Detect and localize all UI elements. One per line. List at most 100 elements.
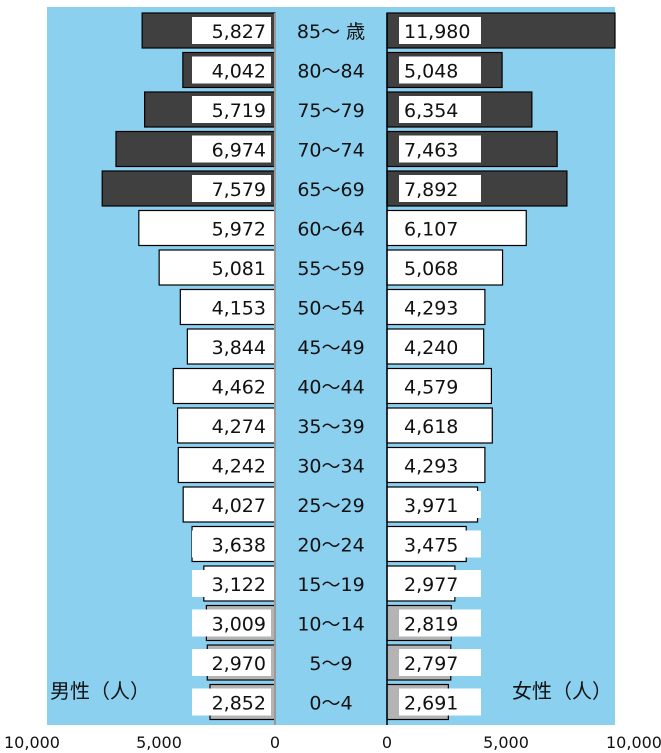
age-group-label: 65～69 — [297, 179, 364, 201]
female-value-label: 4,293 — [404, 456, 458, 478]
female-value-label: 2,797 — [404, 653, 458, 675]
female-value-label: 2,819 — [404, 614, 458, 636]
female-value-box — [399, 135, 481, 163]
age-group-label: 55～59 — [297, 258, 364, 280]
x-tick-label: 0 — [270, 733, 280, 752]
x-axis-ticks: 10,000 5,000 0 0 5,000 10,000 — [4, 733, 661, 752]
male-value-box — [192, 214, 271, 242]
female-value-box — [399, 372, 481, 400]
male-value-label: 6,974 — [212, 140, 266, 162]
age-group-label: 20～24 — [297, 535, 364, 557]
female-value-box — [399, 649, 481, 676]
female-value-label: 4,579 — [404, 377, 458, 399]
female-value-label: 7,463 — [404, 140, 458, 162]
female-value-box — [399, 214, 481, 242]
female-value-box — [399, 333, 481, 360]
x-tick-label: 10,000 — [606, 733, 661, 752]
male-value-box — [192, 135, 271, 163]
male-value-label: 5,081 — [212, 258, 266, 280]
female-value-box — [399, 254, 481, 281]
age-group-label: 10～14 — [297, 614, 364, 636]
age-group-label: 80～84 — [297, 61, 364, 83]
female-value-box — [399, 175, 481, 202]
female-value-label: 4,240 — [404, 337, 458, 359]
age-group-label: 5～9 — [309, 653, 352, 675]
male-value-label: 3,844 — [212, 337, 266, 359]
female-value-label: 4,293 — [404, 298, 458, 320]
female-value-label: 11,980 — [404, 21, 470, 43]
female-value-box — [399, 609, 481, 637]
female-value-box — [399, 412, 481, 439]
female-value-label: 6,107 — [404, 219, 458, 241]
female-value-label: 5,068 — [404, 258, 458, 280]
age-labels: 85～ 歳 80～84 75～79 70～74 65～69 60～64 55～59 50～54… — [297, 21, 365, 715]
age-group-label: 0～4 — [309, 693, 352, 715]
male-value-box — [192, 333, 271, 360]
male-value-box — [192, 96, 271, 123]
male-value-label: 4,027 — [212, 495, 266, 517]
age-group-label: 75～79 — [297, 100, 364, 122]
male-value-label: 4,462 — [212, 377, 266, 399]
male-value-label: 4,153 — [212, 298, 266, 320]
female-value-label: 2,691 — [404, 693, 458, 715]
male-value-label: 7,579 — [212, 179, 266, 201]
age-group-label: 15～19 — [297, 574, 364, 596]
x-tick-label: 5,000 — [136, 733, 182, 752]
age-group-label: 45～49 — [297, 337, 364, 359]
male-value-box — [192, 175, 271, 202]
male-value-label: 5,972 — [212, 219, 266, 241]
male-value-label: 5,719 — [212, 100, 266, 122]
age-group-label: 70～74 — [297, 140, 364, 162]
male-value-label: 5,827 — [212, 21, 266, 43]
male-value-box — [192, 530, 271, 558]
female-value-box — [399, 491, 481, 518]
male-value-label: 3,009 — [212, 614, 266, 636]
female-value-box — [399, 530, 481, 558]
x-tick-label: 10,000 — [4, 733, 60, 752]
male-value-label: 4,042 — [212, 61, 266, 83]
female-value-box — [399, 451, 481, 479]
male-value-label: 4,242 — [212, 456, 266, 478]
age-label-band — [274, 13, 388, 725]
male-unit-label: 男性（人） — [50, 679, 150, 703]
female-value-label: 2,977 — [404, 574, 458, 596]
male-value-box — [192, 293, 271, 321]
male-value-box — [192, 609, 271, 637]
female-value-label: 4,618 — [404, 416, 458, 438]
female-value-label: 7,892 — [404, 179, 458, 201]
male-value-box — [192, 17, 271, 44]
female-value-box — [399, 17, 481, 44]
male-value-label: 2,970 — [212, 653, 266, 675]
male-value-label: 2,852 — [212, 693, 266, 715]
female-value-label: 3,475 — [404, 535, 458, 557]
age-group-label: 40～44 — [297, 377, 364, 399]
age-group-label: 85～ 歳 — [297, 21, 365, 43]
female-unit-label: 女性（人） — [512, 679, 612, 703]
female-value-box — [399, 570, 481, 597]
value-labels: 5,827 11,980 4,042 5,048 5,719 6,354 6,974 7,46… — [192, 17, 481, 716]
female-value-box — [399, 293, 481, 321]
age-group-label: 60～64 — [297, 219, 364, 241]
female-value-box — [399, 688, 481, 716]
male-value-box — [192, 254, 271, 281]
male-value-box — [192, 56, 271, 84]
female-value-label: 3,971 — [404, 495, 458, 517]
x-tick-label: 0 — [382, 733, 392, 752]
age-group-label: 35～39 — [297, 416, 364, 438]
female-value-label: 6,354 — [404, 100, 458, 122]
age-group-label: 30～34 — [297, 456, 364, 478]
female-value-box — [399, 56, 481, 84]
age-group-label: 25～29 — [297, 495, 364, 517]
male-value-box — [192, 570, 271, 597]
male-value-box — [192, 372, 271, 400]
male-value-box — [192, 688, 271, 716]
male-value-box — [192, 649, 271, 676]
male-value-label: 3,638 — [212, 535, 266, 557]
female-value-box — [399, 96, 481, 123]
male-value-label: 4,274 — [212, 416, 266, 438]
male-value-box — [192, 491, 271, 518]
x-tick-label: 5,000 — [483, 733, 529, 752]
male-value-box — [192, 412, 271, 439]
female-value-label: 5,048 — [404, 61, 458, 83]
